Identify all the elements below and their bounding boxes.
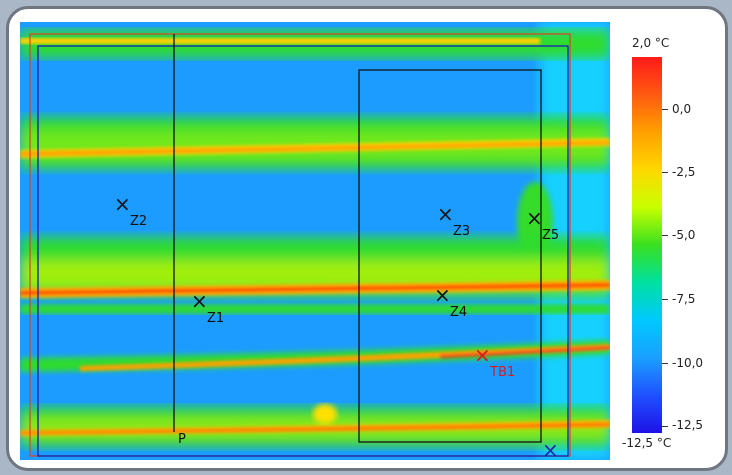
scale-tick-label: -10,0	[672, 356, 704, 370]
scale-min-label: -12,5 °C	[622, 436, 672, 450]
scale-tick-label: -2,5	[672, 165, 696, 179]
thermal-image: × Z2 × Z3 × Z5 × Z1 × Z4 × TB1 P ×	[20, 22, 610, 460]
marker-cross-z2: ×	[114, 192, 131, 216]
scale-tick-label: -5,0	[672, 228, 696, 242]
marker-label-tb1: TB1	[490, 365, 516, 380]
profile-line-label: P	[178, 432, 186, 447]
marker-cross-z4: ×	[434, 283, 451, 307]
marker-label-z3: Z3	[453, 224, 471, 239]
temperature-scale: 2,0 °C 0,0 -2,5 -5,0 -7,5 -10,0 -12,5 -1…	[610, 22, 720, 460]
scale-max-label: 2,0 °C	[632, 36, 670, 50]
scale-tick-label: -7,5	[672, 292, 696, 306]
area-rectangle-right	[358, 69, 542, 443]
scale-tick-label: -12,5	[672, 418, 704, 432]
scale-tick	[662, 235, 668, 236]
marker-label-z2: Z2	[130, 214, 148, 229]
scale-tick	[662, 363, 668, 364]
marker-cross-z1: ×	[191, 289, 208, 313]
scale-tick	[662, 172, 668, 173]
color-scale-bar	[632, 57, 662, 433]
scale-tick	[662, 109, 668, 110]
marker-label-z1: Z1	[207, 311, 225, 326]
outer-area-blue	[37, 45, 569, 457]
marker-cross-z5: ×	[526, 206, 543, 230]
scale-tick-label: 0,0	[672, 102, 692, 116]
marker-label-z4: Z4	[450, 305, 468, 320]
marker-cross-tb1: ×	[474, 343, 491, 367]
corner-cross-icon: ×	[542, 438, 559, 460]
marker-label-z5: Z5	[542, 228, 560, 243]
marker-cross-z3: ×	[437, 202, 454, 226]
scale-tick	[662, 426, 668, 427]
scale-tick	[662, 299, 668, 300]
